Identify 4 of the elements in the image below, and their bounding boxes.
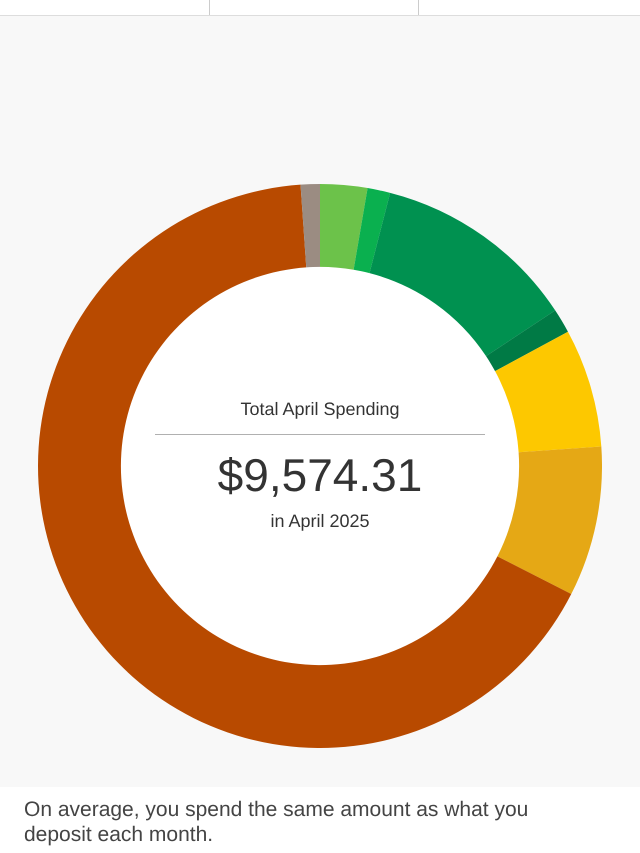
text: Total April Spending [239, 398, 401, 420]
text: On average, you spend the same amount as what you deposit each month. [24, 797, 530, 847]
text: $9,574.31 [216, 448, 424, 502]
text: in April 2025 [269, 510, 371, 532]
